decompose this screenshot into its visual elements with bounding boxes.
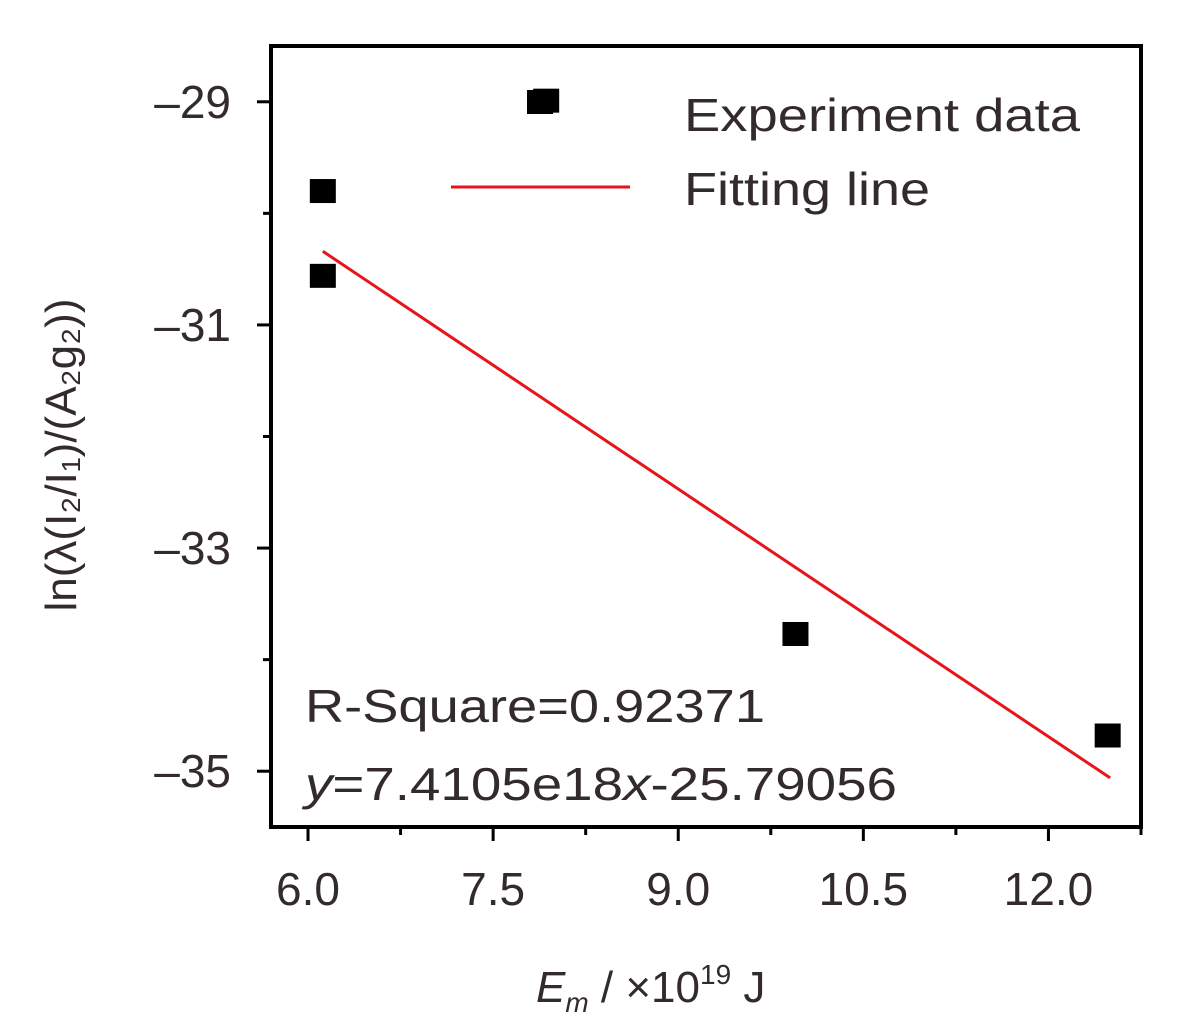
x-axis-title-mid: / ×10 bbox=[589, 963, 700, 1012]
legend-label-experiment-data: Experiment data bbox=[684, 89, 1080, 141]
x-tick-label: 6.0 bbox=[276, 863, 340, 915]
data-point bbox=[782, 621, 809, 646]
y-tick-label: –33 bbox=[154, 522, 231, 574]
plot-marks: 6.0 7.5 9.0 10.5 12.0 –29 –31 –33 –35 bbox=[154, 76, 1143, 915]
legend-marker-experiment-data bbox=[527, 90, 553, 114]
y-tick-label: –35 bbox=[154, 745, 231, 797]
fitting-line bbox=[321, 250, 1111, 780]
equation-part2: -25.79056 bbox=[650, 758, 897, 810]
data-point bbox=[309, 179, 336, 204]
legend: Experiment data Fitting line bbox=[451, 89, 1080, 215]
equation-y: y bbox=[301, 758, 336, 810]
data-point bbox=[309, 263, 336, 288]
r-square-annotation: R-Square=0.92371 bbox=[305, 680, 765, 732]
data-point bbox=[1094, 723, 1121, 748]
x-tick-label: 10.5 bbox=[819, 863, 909, 915]
x-tick-label: 12.0 bbox=[1004, 863, 1094, 915]
x-tick-label: 7.5 bbox=[461, 863, 525, 915]
legend-label-fitting-line: Fitting line bbox=[684, 163, 930, 215]
x-tick-label: 9.0 bbox=[646, 863, 710, 915]
x-axis-title-sub: m bbox=[565, 987, 588, 1018]
x-axis-title-main: E bbox=[536, 963, 566, 1012]
x-axis-title: Em / ×1019 J bbox=[536, 959, 765, 1018]
y-axis-title: ln(λ(I₂/I₁)/(A₂g₂)) bbox=[37, 299, 86, 612]
x-axis-title-unit: J bbox=[731, 963, 765, 1012]
y-tick-label: –29 bbox=[154, 76, 231, 128]
y-tick-label: –31 bbox=[154, 299, 231, 351]
plot-frame bbox=[269, 44, 1143, 829]
x-axis-title-sup: 19 bbox=[700, 959, 731, 990]
fit-equation-annotation: y=7.4105e18 x-25.79056 bbox=[301, 758, 897, 810]
equation-x: x bbox=[621, 758, 653, 810]
equation-part1: =7.4105e18 bbox=[332, 758, 623, 810]
